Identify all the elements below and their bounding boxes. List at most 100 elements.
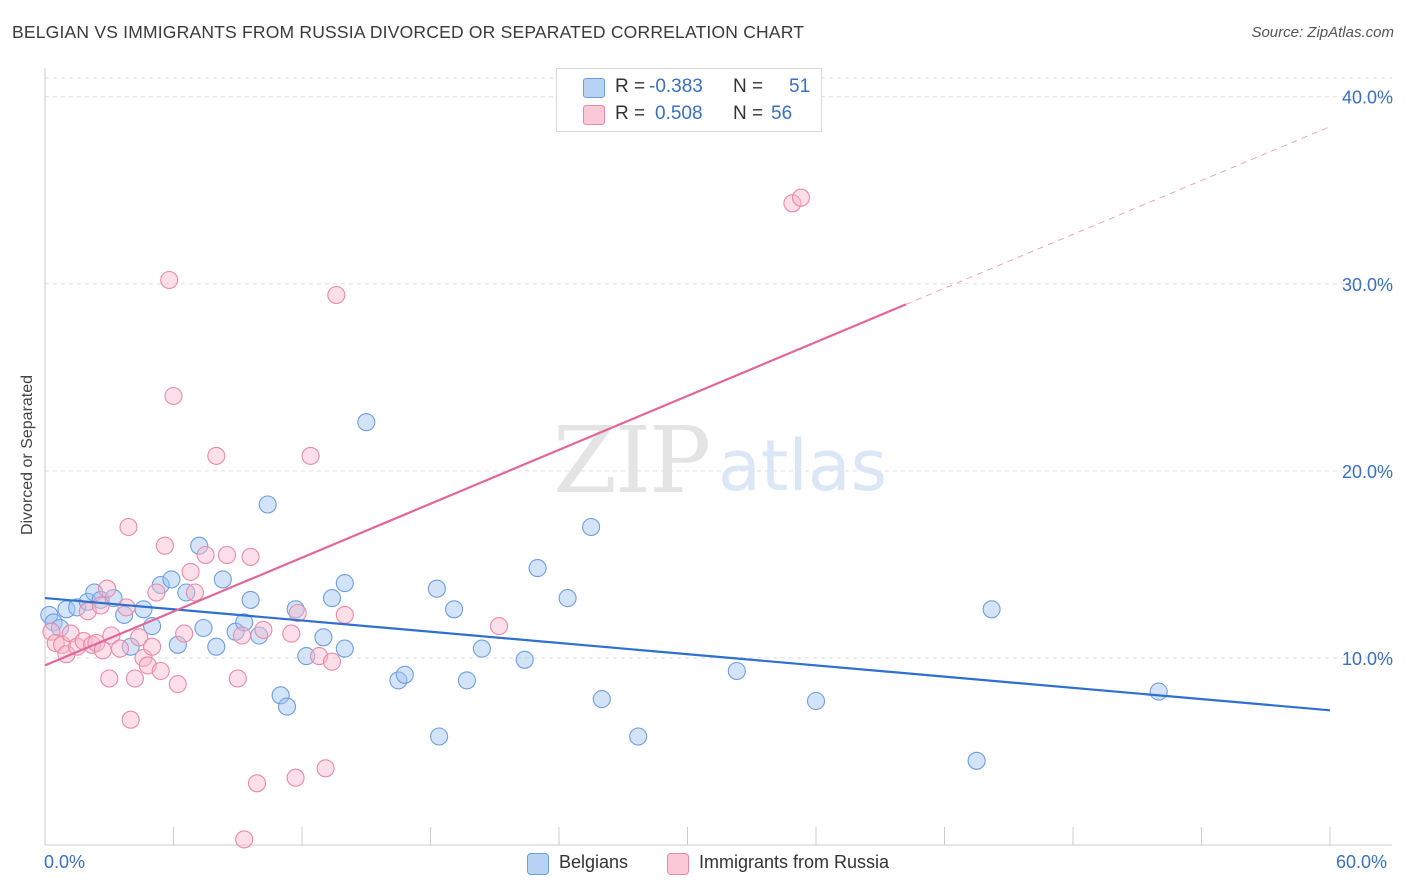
data-point: [327, 285, 346, 305]
data-point: [181, 562, 200, 581]
legend-swatch-belgians: [583, 78, 605, 98]
data-point: [427, 579, 446, 598]
legend-swatch-russia: [667, 853, 689, 875]
n-value: 51: [789, 76, 811, 97]
data-point: [168, 675, 187, 694]
data-point: [629, 727, 648, 746]
watermark-zip: ZIP: [553, 407, 709, 514]
data-point: [314, 628, 333, 647]
data-point: [190, 536, 209, 555]
data-point: [151, 661, 170, 681]
n-label: N =: [733, 103, 764, 124]
chart-title: BELGIAN VS IMMIGRANTS FROM RUSSIA DIVORC…: [12, 22, 805, 42]
data-point: [207, 446, 226, 465]
data-point: [967, 751, 986, 770]
legend-label-belgians: Belgians: [559, 852, 629, 872]
data-point: [121, 710, 140, 729]
data-point: [277, 697, 297, 716]
data-point: [982, 600, 1001, 619]
n-label: N =: [733, 76, 764, 97]
data-point: [98, 579, 117, 598]
data-point: [213, 570, 232, 589]
data-point: [282, 624, 301, 643]
data-point: [207, 637, 226, 656]
data-point: [592, 690, 611, 709]
y-tick-labels: 10.0% 20.0% 30.0% 40.0%: [1342, 88, 1393, 669]
data-point: [395, 665, 414, 684]
data-point: [1149, 682, 1168, 701]
r-value: 0.508: [655, 103, 703, 124]
y-tick-label: 30.0%: [1342, 275, 1393, 295]
data-point: [68, 598, 87, 617]
data-point: [155, 536, 174, 555]
data-point: [301, 446, 320, 465]
r-label: R =: [615, 103, 646, 124]
data-point: [288, 603, 307, 623]
data-point: [100, 669, 119, 688]
trend-lines: [44, 126, 1331, 712]
legend-swatch-belgians: [527, 853, 549, 875]
data-point: [335, 574, 354, 593]
data-point: [194, 618, 213, 638]
data-point: [528, 559, 547, 578]
data-point: [125, 669, 144, 688]
data-point: [783, 194, 802, 213]
data-point: [217, 545, 237, 565]
data-point: [235, 613, 254, 632]
y-tick-label: 10.0%: [1342, 649, 1393, 669]
data-point: [168, 635, 187, 654]
watermark: ZIP atlas: [553, 407, 887, 514]
data-point: [430, 727, 449, 746]
data-point: [175, 624, 194, 643]
data-point: [335, 639, 354, 658]
data-point: [46, 633, 65, 653]
data-point: [515, 650, 534, 669]
r-label: R =: [615, 76, 646, 97]
legend-swatch-russia: [583, 105, 605, 125]
data-point: [582, 517, 601, 537]
data-point: [247, 774, 267, 793]
data-point: [162, 570, 181, 589]
data-point: [160, 270, 179, 290]
data-point: [117, 598, 136, 617]
x-tick-max: 60.0%: [1336, 852, 1388, 872]
data-point: [147, 583, 166, 602]
data-point: [322, 652, 342, 671]
data-point: [143, 637, 162, 656]
data-point: [42, 622, 61, 641]
data-point: [258, 495, 277, 514]
y-tick-label: 40.0%: [1342, 88, 1393, 108]
y-axis-label: Divorced or Separated: [19, 374, 36, 536]
data-point: [228, 669, 247, 688]
data-point: [322, 589, 342, 608]
watermark-atlas: atlas: [718, 425, 887, 507]
data-point: [235, 830, 254, 849]
data-point: [806, 691, 826, 711]
data-point: [232, 626, 252, 645]
data-point: [357, 413, 376, 432]
data-point: [271, 686, 290, 705]
data-point: [164, 386, 183, 406]
y-tick-label: 20.0%: [1342, 462, 1393, 482]
data-point: [316, 759, 335, 778]
n-value: 56: [771, 103, 793, 124]
data-point: [115, 605, 134, 624]
r-value: -0.383: [649, 76, 703, 97]
data-point: [241, 547, 260, 566]
trend-line: [44, 303, 907, 667]
data-point: [119, 517, 138, 537]
data-point: [457, 671, 476, 690]
source-label: Source: ZipAtlas.com: [1251, 24, 1394, 41]
data-point: [110, 639, 130, 658]
data-point: [196, 545, 215, 565]
data-point: [134, 600, 153, 619]
trend-line: [44, 596, 1331, 712]
data-point: [445, 600, 464, 619]
data-point: [254, 620, 273, 639]
data-point: [558, 589, 577, 608]
trend-line-extension: [905, 126, 1331, 305]
data-point: [335, 605, 354, 624]
data-point: [297, 647, 316, 666]
axes: [44, 68, 1392, 846]
